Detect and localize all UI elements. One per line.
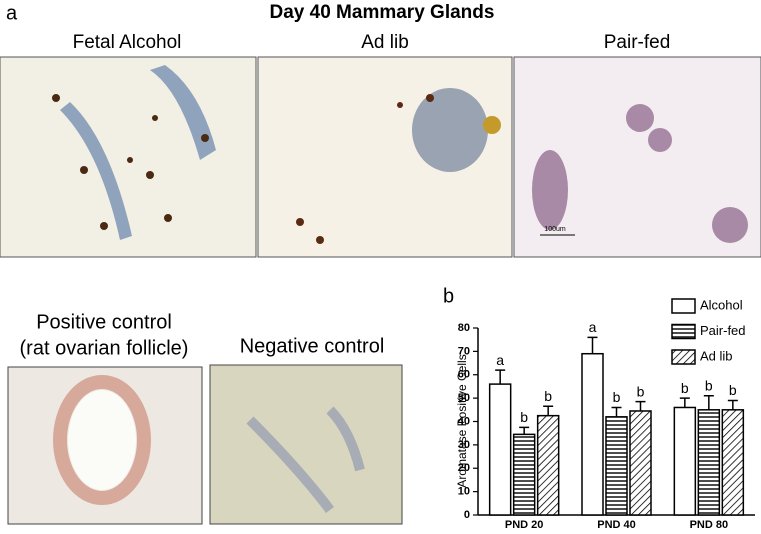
- legend-swatch: [671, 323, 696, 340]
- image-label: (rat ovarian follicle): [20, 337, 189, 359]
- y-tick-label: 40: [458, 415, 470, 427]
- legend-label: Ad lib: [700, 348, 733, 363]
- bar: [605, 416, 628, 516]
- y-tick-label: 0: [464, 509, 470, 521]
- significance-letter: b: [520, 409, 528, 425]
- error-bar: [611, 406, 622, 417]
- scale-bar-label: 100um: [544, 226, 566, 233]
- legend-label: Pair-fed: [700, 323, 746, 338]
- bar: [536, 414, 560, 516]
- legend-swatch: [671, 349, 696, 365]
- significance-letter: b: [637, 383, 645, 399]
- error-bar: [679, 397, 690, 408]
- y-tick-label: 70: [458, 345, 470, 357]
- bar: [629, 410, 652, 516]
- y-tick-label: 50: [458, 392, 470, 404]
- legend-label: Alcohol: [700, 297, 743, 312]
- image-label: Positive control: [36, 311, 172, 333]
- significance-letter: b: [729, 382, 737, 398]
- error-bar: [587, 336, 598, 354]
- bar: [581, 352, 604, 516]
- x-tick-label: PND 20: [505, 519, 544, 531]
- error-bar: [727, 399, 738, 410]
- image-label: Fetal Alcohol: [73, 32, 182, 53]
- panel-label: b: [443, 285, 454, 307]
- bar: [512, 433, 536, 516]
- bar: [673, 406, 697, 516]
- micrograph: [0, 56, 761, 258]
- y-tick-label: 60: [458, 369, 470, 381]
- significance-letter: b: [705, 377, 713, 393]
- y-axis-label: Aromatase Positive Cells: [455, 354, 469, 487]
- x-tick-label: PND 40: [597, 519, 636, 531]
- significance-letter: a: [496, 352, 504, 368]
- bar: [697, 409, 721, 516]
- x-tick-label: PND 80: [690, 519, 729, 531]
- error-bar: [495, 369, 506, 385]
- image-label: Ad lib: [361, 32, 409, 53]
- error-bar: [519, 426, 530, 435]
- figure-title: Day 40 Mammary Glands: [270, 2, 495, 23]
- significance-letter: b: [613, 389, 621, 405]
- error-bar: [703, 395, 714, 410]
- significance-letter: b: [681, 380, 689, 396]
- significance-letter: b: [544, 388, 552, 404]
- bar: [488, 383, 512, 516]
- y-tick-label: 30: [458, 439, 470, 451]
- y-tick-label: 10: [458, 486, 470, 498]
- error-bar: [543, 405, 554, 416]
- image-label: Negative control: [240, 335, 385, 357]
- significance-letter: a: [589, 319, 597, 335]
- y-tick-label: 20: [458, 462, 470, 474]
- error-bar: [635, 400, 646, 411]
- panel-label: a: [6, 2, 18, 24]
- bar: [721, 409, 745, 516]
- micrograph: [7, 364, 403, 525]
- legend-swatch: [671, 298, 696, 314]
- image-label: Pair-fed: [604, 32, 671, 53]
- y-tick-label: 80: [458, 322, 470, 334]
